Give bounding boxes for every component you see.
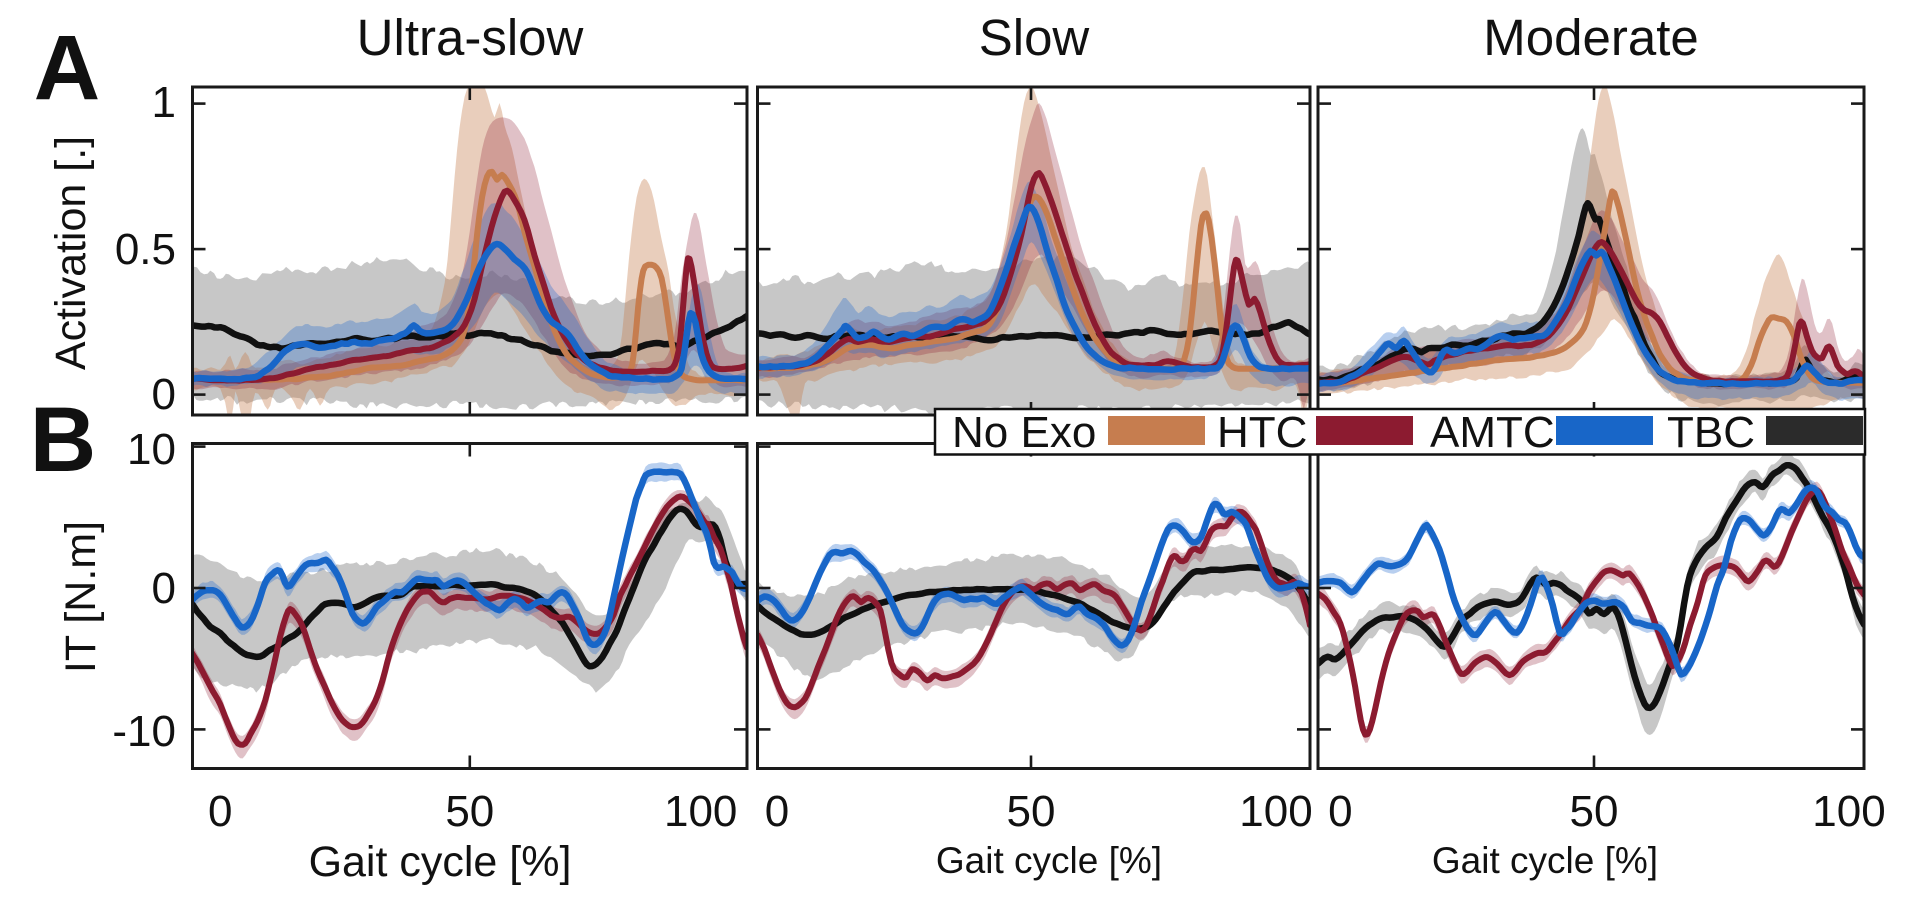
svg-text:0: 0 (765, 787, 789, 836)
svg-text:100: 100 (1239, 787, 1312, 836)
svg-text:1: 1 (152, 78, 176, 127)
svg-text:Activation [.]: Activation [.] (47, 136, 95, 370)
svg-text:Gait cycle [%]: Gait cycle [%] (936, 840, 1162, 881)
svg-text:A: A (34, 17, 100, 119)
svg-text:0: 0 (152, 370, 176, 419)
svg-text:HTC: HTC (1217, 408, 1307, 457)
svg-text:0: 0 (1328, 787, 1352, 836)
svg-text:IT [N.m]: IT [N.m] (57, 521, 105, 673)
svg-text:AMTC: AMTC (1430, 408, 1555, 457)
svg-text:Slow: Slow (979, 9, 1090, 66)
svg-text:0.5: 0.5 (115, 225, 176, 274)
svg-text:50: 50 (1570, 787, 1619, 836)
svg-text:50: 50 (445, 787, 494, 836)
svg-text:0: 0 (152, 564, 176, 613)
svg-text:0: 0 (208, 787, 232, 836)
svg-text:-10: -10 (112, 707, 176, 756)
svg-text:No Exo: No Exo (952, 408, 1096, 457)
svg-text:100: 100 (1812, 787, 1885, 836)
svg-text:B: B (30, 389, 96, 491)
svg-text:Ultra-slow: Ultra-slow (357, 9, 584, 66)
svg-text:10: 10 (127, 425, 176, 474)
svg-text:50: 50 (1007, 787, 1056, 836)
svg-text:Gait cycle [%]: Gait cycle [%] (309, 838, 572, 886)
svg-text:Moderate: Moderate (1483, 9, 1698, 66)
svg-text:TBC: TBC (1667, 408, 1755, 457)
svg-text:Gait cycle [%]: Gait cycle [%] (1432, 840, 1658, 881)
svg-text:100: 100 (664, 787, 737, 836)
